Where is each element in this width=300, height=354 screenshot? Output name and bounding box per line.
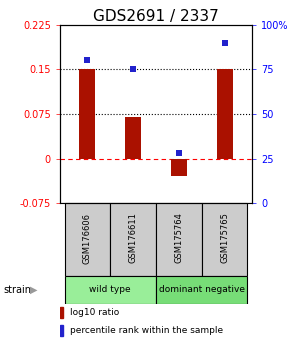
Text: strain: strain [3,285,31,295]
Bar [156,276,248,304]
Bar [64,276,156,304]
Text: log10 ratio: log10 ratio [70,308,119,317]
Text: GSM176606: GSM176606 [83,212,92,263]
Text: wild type: wild type [89,285,131,294]
Text: GSM175765: GSM175765 [220,213,229,263]
Bar [217,69,232,159]
Text: percentile rank within the sample: percentile rank within the sample [70,326,223,335]
Bar [60,325,64,336]
Bar [156,203,202,276]
Text: dominant negative: dominant negative [159,285,245,294]
Bar [110,203,156,276]
Bar [80,69,95,159]
Text: ▶: ▶ [30,285,38,295]
Bar [60,307,64,318]
Title: GDS2691 / 2337: GDS2691 / 2337 [93,8,219,24]
Text: GSM175764: GSM175764 [174,213,183,263]
Bar [64,203,110,276]
Bar [171,159,187,176]
Text: GSM176611: GSM176611 [129,213,138,263]
Bar [202,203,248,276]
Bar [125,117,141,159]
